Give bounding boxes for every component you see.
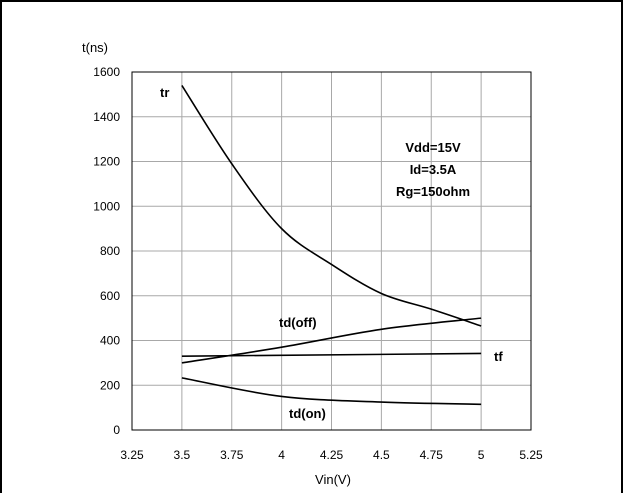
- series-label-tf: tf: [494, 349, 503, 364]
- x-axis-title: Vin(V): [315, 472, 351, 487]
- series-label-tr: tr: [160, 85, 169, 100]
- x-tick-label: 4.25: [320, 448, 344, 462]
- y-tick-label: 800: [100, 244, 120, 258]
- x-tick-label: 4.75: [420, 448, 444, 462]
- x-tick-label: 3.75: [220, 448, 244, 462]
- x-tick-label: 3.5: [174, 448, 191, 462]
- series-lines: [181, 84, 482, 406]
- plot-area: [131, 71, 532, 431]
- series-line-td-off: [181, 317, 482, 364]
- y-tick-label: 400: [100, 334, 120, 348]
- series-label-td-off: td(off): [279, 315, 317, 330]
- y-tick-label: 1400: [93, 110, 120, 124]
- y-tick-label: 1600: [93, 65, 120, 79]
- y-tick-labels: 0 200 400 600 800 1000 1200 1400 1600: [93, 65, 120, 437]
- y-axis-title: t(ns): [82, 40, 108, 55]
- y-tick-label: 600: [100, 289, 120, 303]
- series-line-tr: [181, 84, 482, 327]
- annotation-vdd: Vdd=15V: [405, 140, 461, 155]
- x-tick-label: 5.25: [519, 448, 543, 462]
- y-tick-label: 0: [113, 423, 120, 437]
- annotation-id: Id=3.5A: [410, 162, 457, 177]
- x-tick-label: 4: [278, 448, 285, 462]
- y-tick-label: 200: [100, 378, 120, 392]
- y-tick-label: 1200: [93, 155, 120, 169]
- annotation-rg: Rg=150ohm: [396, 184, 470, 199]
- series-label-td-on: td(on): [289, 406, 326, 421]
- series-line-td-on: [181, 377, 482, 406]
- x-tick-labels: 3.25 3.5 3.75 4 4.25 4.5 4.75 5 5.25: [120, 448, 543, 462]
- x-tick-label: 4.5: [373, 448, 390, 462]
- x-tick-label: 5: [478, 448, 485, 462]
- x-tick-label: 3.25: [120, 448, 144, 462]
- grid: [131, 71, 532, 431]
- y-tick-label: 1000: [93, 199, 120, 213]
